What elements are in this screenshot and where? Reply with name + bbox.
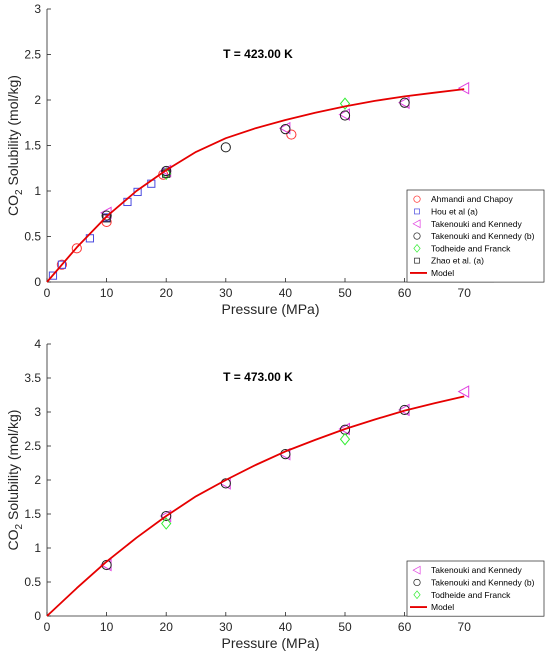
temperature-annotation: T = 473.00 K (223, 370, 293, 384)
y-tick-label: 0.5 (24, 575, 41, 589)
y-tick-label: 0 (34, 275, 41, 289)
data-point (220, 142, 231, 153)
legend-marker (413, 590, 421, 600)
data-point (339, 97, 351, 110)
x-tick-label: 20 (160, 620, 174, 634)
legend-marker-group (413, 232, 421, 240)
data-point (339, 110, 351, 121)
series-takenouki-and-kennedy-b (101, 97, 410, 221)
data-point (48, 271, 58, 280)
legend-marker-group (413, 243, 421, 253)
legend: Ahmandi and Chapoy Hou et al (a) Takenouki… (406, 189, 545, 283)
x-tick-label: 60 (398, 286, 412, 300)
y-tick-label: 2 (34, 93, 41, 107)
legend-label: Takenouki and Kennedy (431, 565, 522, 575)
x-tick-label: 50 (338, 620, 352, 634)
legend-marker-group (414, 257, 420, 264)
legend-label: Model (431, 602, 454, 612)
legend-label: Zhao et al. (a) (431, 256, 484, 266)
legend-label: Ahmandi and Chapoy (431, 194, 514, 204)
model-curve (46, 395, 465, 617)
chart-2: 0 10 20 30 40 50 60 70 0 0.5 1 1.5 2 2.5 3 3.5 4 Pressure… (5, 337, 545, 651)
y-tick-label: 1.5 (24, 507, 41, 521)
legend-marker (414, 257, 420, 264)
legend-marker (413, 243, 421, 253)
x-tick-label: 40 (279, 286, 293, 300)
data-point (161, 510, 172, 522)
legend-marker-group (414, 208, 420, 215)
legend-marker-group (413, 195, 421, 203)
chart-1: 0 10 20 30 40 50 60 70 0 0.5 1 1.5 2 2.5 3 Pressure (MP… (5, 2, 545, 317)
legend-marker (413, 195, 421, 203)
legend-label: Hou et al (a) (431, 206, 478, 216)
data-point (280, 124, 291, 135)
y-tick-label: 2 (34, 473, 41, 487)
x-tick-label: 40 (279, 620, 293, 634)
legend-marker-group (412, 565, 421, 575)
y-axis-label: CO2 Solubility (mol/kg) (5, 410, 25, 551)
data-point (71, 243, 82, 254)
x-tick-label: 70 (458, 620, 472, 634)
legend-label: Todheide and Franck (431, 243, 511, 253)
data-point (457, 385, 470, 398)
y-tick-label: 3.5 (24, 371, 41, 385)
data-point (161, 165, 172, 177)
series-todheide-and-franck (161, 432, 351, 530)
legend-marker (414, 208, 420, 215)
legend-marker (413, 578, 421, 587)
legend-label: Takenouki and Kennedy (b) (431, 231, 535, 241)
y-tick-label: 1.5 (24, 139, 41, 153)
x-tick-label: 10 (100, 286, 114, 300)
x-tick-label: 30 (219, 620, 233, 634)
legend-marker-group (413, 590, 421, 600)
legend-box (406, 560, 545, 617)
y-axis-label: CO2 Solubility (mol/kg) (5, 75, 25, 216)
x-axis-label: Pressure (MPa) (221, 635, 319, 651)
x-tick-label: 70 (458, 286, 472, 300)
y-tick-label: 4 (34, 337, 41, 351)
legend-label: Takenouki and Kennedy (b) (431, 577, 535, 587)
x-tick-label: 30 (219, 286, 233, 300)
x-tick-label: 0 (44, 286, 51, 300)
data-point (286, 129, 297, 140)
legend-marker (413, 232, 421, 240)
y-tick-label: 2.5 (24, 48, 41, 62)
legend-label: Model (431, 268, 454, 278)
x-tick-label: 0 (44, 620, 51, 634)
y-tick-label: 3 (34, 2, 41, 16)
y-tick-label: 3 (34, 405, 41, 419)
legend-label: Takenouki and Kennedy (431, 219, 522, 229)
data-point (57, 260, 66, 269)
data-point (56, 259, 68, 270)
legend-marker (412, 219, 421, 229)
data-point (101, 210, 112, 221)
legend: Takenouki and Kennedy Takenouki and Kenne… (406, 560, 545, 617)
x-tick-label: 50 (338, 286, 352, 300)
data-point (399, 97, 410, 108)
data-point (457, 81, 470, 95)
model-curve (46, 88, 465, 283)
legend-marker-group (413, 578, 421, 587)
x-tick-label: 20 (160, 286, 174, 300)
legend-label: Todheide and Franck (431, 590, 511, 600)
x-axis-label: Pressure (MPa) (221, 301, 319, 317)
y-tick-label: 0.5 (24, 230, 41, 244)
data-point (161, 517, 172, 530)
data-point (102, 214, 111, 223)
y-tick-label: 2.5 (24, 439, 41, 453)
data-point (339, 432, 351, 446)
series-model (46, 88, 465, 283)
legend-marker-group (412, 219, 421, 229)
series-model (46, 395, 465, 617)
y-tick-label: 1 (34, 184, 41, 198)
legend-box (406, 189, 545, 283)
x-tick-label: 60 (398, 620, 412, 634)
x-tick-label: 10 (100, 620, 114, 634)
temperature-annotation: T = 423.00 K (223, 47, 293, 61)
y-tick-label: 0 (34, 609, 41, 623)
y-tick-label: 1 (34, 541, 41, 555)
legend-marker (412, 565, 421, 575)
